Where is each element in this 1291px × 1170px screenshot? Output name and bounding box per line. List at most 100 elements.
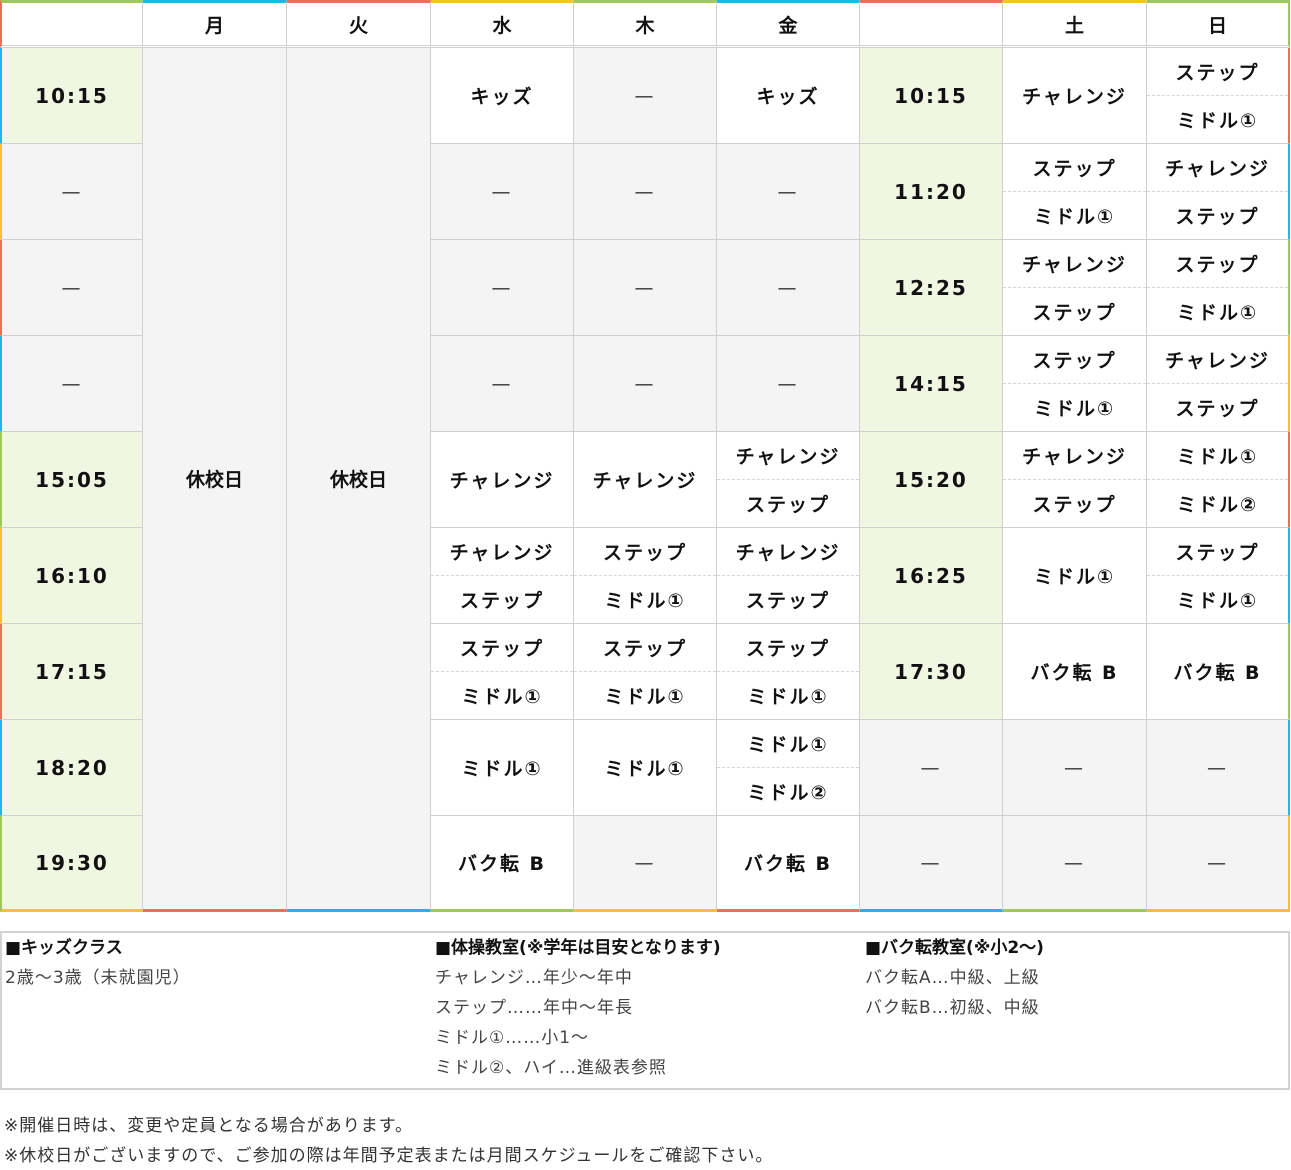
class-cell: チャレンジ ステップ <box>1003 432 1147 528</box>
class-cell: ミドル① <box>574 720 717 816</box>
time-cell: — <box>0 144 143 240</box>
note-1: ※開催日時は、変更や定員となる場合があります。 <box>4 1116 414 1136</box>
class-cell: チャレンジ <box>574 432 717 528</box>
legend-line: バク転B…初級、中級 <box>865 998 1040 1018</box>
class-name: チャレンジ <box>735 446 841 468</box>
class-cell: — <box>431 240 574 336</box>
class-cell: ステップ ミドル① <box>574 624 717 720</box>
header-day: 月 <box>143 0 287 48</box>
class-cell: — <box>574 144 717 240</box>
time-label: — <box>920 851 942 874</box>
time-cell: 12:25 <box>860 240 1003 336</box>
class-cell: キッズ <box>717 48 860 144</box>
legend-title: ■キッズクラス <box>5 938 123 958</box>
time-cell: 15:05 <box>0 432 143 528</box>
class-name: — <box>634 84 656 107</box>
legend-title: ■バク転教室(※小2〜) <box>865 938 1044 958</box>
time-label: — <box>61 180 83 203</box>
legend-title: ■体操教室(※学年は目安となります) <box>435 938 721 958</box>
class-name: ステップ <box>745 638 830 660</box>
legend-line: チャレンジ…年少〜年中 <box>435 968 633 988</box>
class-cell: — <box>1003 720 1147 816</box>
time-cell: — <box>0 336 143 432</box>
time-label: 15:05 <box>35 467 109 492</box>
time-label: 14:15 <box>894 371 968 396</box>
time-label: 18:20 <box>35 755 109 780</box>
class-name: ステップ <box>602 542 687 564</box>
class-name: バク転 B <box>457 853 547 875</box>
note-2: ※休校日がございますので、ご参加の際は年間予定表または月間スケジュールをご確認下… <box>4 1146 774 1166</box>
header-day: 日 <box>1147 0 1290 48</box>
class-cell: ミドル① ミドル② <box>1147 432 1290 528</box>
class-name: ミドル① <box>604 758 686 780</box>
class-name: — <box>634 276 656 299</box>
class-name: — <box>1207 756 1228 779</box>
class-name: ステップ <box>1032 158 1117 180</box>
class-name: ミドル② <box>1147 479 1288 527</box>
class-cell: — <box>717 336 860 432</box>
legend-column: ■体操教室(※学年は目安となります) チャレンジ…年少〜年中 ステップ……年中〜年長… <box>435 933 721 1083</box>
class-cell: ミドル① ミドル② <box>717 720 860 816</box>
time-cell: 16:25 <box>860 528 1003 624</box>
class-name: ミドル① <box>461 758 543 780</box>
legend-line: バク転A…中級、上級 <box>865 968 1040 988</box>
class-cell: ステップミドル① <box>1003 144 1147 240</box>
class-name: ミドル① <box>1003 191 1146 239</box>
class-cell: — <box>574 336 717 432</box>
class-cell: チャレンジ <box>1003 48 1147 144</box>
class-cell: チャレンジ ステップ <box>717 528 860 624</box>
time-cell: 17:15 <box>0 624 143 720</box>
time-cell: — <box>860 720 1003 816</box>
class-name: ステップ <box>431 575 573 623</box>
time-label: — <box>61 372 83 395</box>
class-name: ミドル① <box>431 671 573 719</box>
closed-day-cell: 休校日 <box>143 48 287 912</box>
class-name: ステップ <box>1032 350 1117 372</box>
class-cell: — <box>431 144 574 240</box>
header-day <box>0 0 143 48</box>
class-name: バク転 B <box>1030 662 1119 684</box>
class-name: — <box>1064 756 1085 779</box>
class-cell: ステップ ミドル① <box>1147 48 1290 144</box>
schedule-table: 月火水木金土日休校日 休校日 10:15 キッズ — キッズ 10:15 チャレンジ ステップミ… <box>0 0 1290 912</box>
time-label: 10:15 <box>894 83 968 108</box>
class-name: ステップ <box>717 575 859 623</box>
time-cell: 10:15 <box>860 48 1003 144</box>
class-name: ミドル① <box>1176 446 1259 468</box>
class-cell: — <box>1003 816 1147 912</box>
class-cell: — <box>431 336 574 432</box>
class-cell: ステップミドル① <box>574 528 717 624</box>
class-name: ステップ <box>1175 254 1260 276</box>
class-name: ミドル② <box>717 767 859 815</box>
legend-box: ■キッズクラス 2歳〜3歳（未就園児） ■体操教室(※学年は目安となります) チャレン… <box>0 931 1290 1090</box>
class-name: — <box>1064 851 1085 874</box>
class-name: — <box>634 372 656 395</box>
class-name: ミドル① <box>1147 575 1288 623</box>
class-name: ミドル① <box>574 575 716 623</box>
class-cell: ミドル① <box>1003 528 1147 624</box>
time-label: 11:20 <box>894 179 968 204</box>
time-cell: 18:20 <box>0 720 143 816</box>
header-day: 水 <box>431 0 574 48</box>
class-name: キッズ <box>756 86 820 108</box>
class-cell: — <box>717 240 860 336</box>
class-cell: ステップミドル① <box>1147 240 1290 336</box>
class-name: ミドル① <box>1147 287 1288 335</box>
class-cell: チャレンジ ステップ <box>1003 240 1147 336</box>
class-cell: バク転 B <box>717 816 860 912</box>
class-cell: — <box>574 240 717 336</box>
class-name: バク転 B <box>743 853 833 875</box>
class-name: チャレンジ <box>449 470 555 492</box>
class-name: ミドル① <box>1003 383 1146 431</box>
legend-line: 2歳〜3歳（未就園児） <box>5 968 191 988</box>
class-name: チャレンジ <box>1022 254 1127 276</box>
class-name: ステップ <box>1147 191 1288 239</box>
class-cell: チャレンジ ステップ <box>1147 144 1290 240</box>
header-day: 土 <box>1003 0 1147 48</box>
class-cell: チャレンジ ステップ <box>717 432 860 528</box>
class-name: — <box>777 372 799 395</box>
time-label: 16:25 <box>894 563 968 588</box>
time-cell: 11:20 <box>860 144 1003 240</box>
class-name: ステップ <box>1147 383 1288 431</box>
header-day <box>860 0 1003 48</box>
